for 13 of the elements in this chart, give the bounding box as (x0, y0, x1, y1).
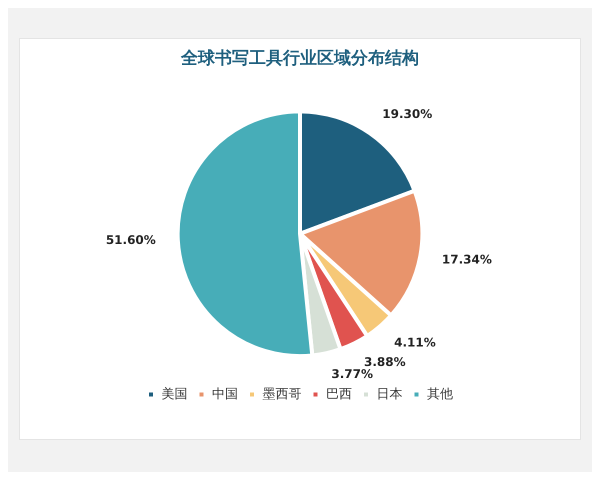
legend-label: 巴西 (326, 386, 352, 402)
data-label: 17.34% (442, 252, 492, 267)
data-label: 4.11% (394, 335, 436, 350)
data-label: 19.30% (382, 107, 432, 122)
legend-label: 其他 (427, 386, 453, 402)
legend-label: 墨西哥 (262, 386, 302, 402)
legend-label: 日本 (376, 386, 402, 402)
chart-title: 全球书写工具行业区域分布结构 (180, 48, 419, 69)
data-label: 3.88% (364, 355, 406, 370)
legend-label: 中国 (212, 386, 238, 402)
data-label: 3.77% (331, 366, 374, 381)
legend-label: 美国 (162, 386, 188, 402)
data-label: 51.60% (106, 233, 156, 248)
